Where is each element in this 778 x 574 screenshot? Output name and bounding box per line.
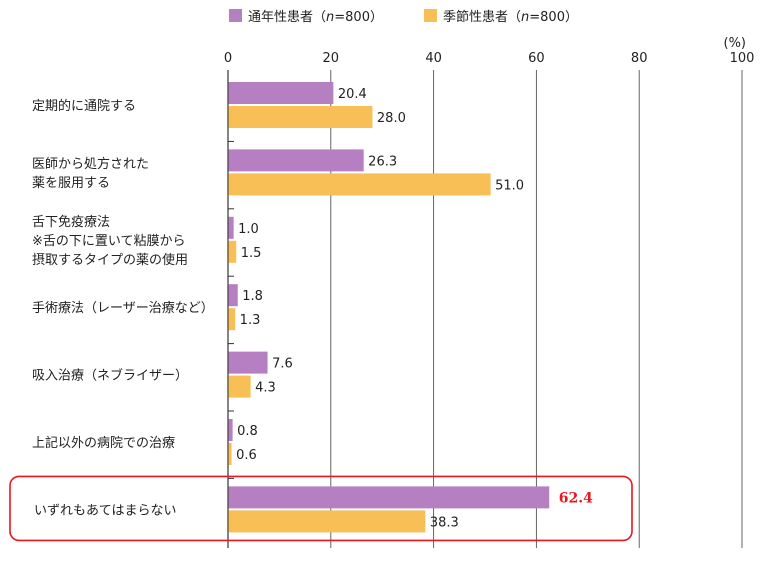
bar-s0-c1 — [228, 149, 364, 172]
value-label-s0-c3: 1.8 — [242, 289, 263, 304]
bar-s1-c0 — [228, 106, 373, 128]
x-axis-ticks: 0 20 40 60 80 100(%) — [224, 36, 755, 66]
tick-label-80: 80 — [631, 51, 648, 66]
tick-label-40: 40 — [425, 51, 442, 66]
value-labels: 20.4 28.0 26.3 51.0 1.0 1.5 1.8 1.3 7.6 4.3 0.8 0.6… — [236, 87, 593, 530]
category-label-1: 医師から処方された薬を服用する — [32, 156, 149, 191]
tick-label-100: 100 — [730, 51, 755, 66]
legend-swatch-0 — [229, 9, 242, 22]
value-label-s1-c5: 0.6 — [236, 448, 257, 463]
category-label-2: 舌下免疫療法※舌の下に置いて粘膜から摂取するタイプの薬の使用 — [32, 214, 188, 268]
bar-s1-c2 — [228, 240, 237, 263]
bars — [228, 82, 550, 533]
bar-s0-c4 — [228, 351, 268, 374]
bar-s1-c3 — [228, 308, 236, 331]
legend-label-0: 通年性患者（n=800） — [248, 10, 383, 25]
highlight-frame-rect — [9, 475, 633, 542]
tick-label-20: 20 — [323, 51, 340, 66]
value-label-s0-c0: 20.4 — [338, 87, 367, 102]
bar-s1-c1 — [228, 173, 491, 196]
value-label-s1-c4: 4.3 — [255, 381, 276, 396]
bar-s1-c6 — [228, 510, 426, 533]
bar-s1-c5 — [228, 443, 232, 465]
value-label-s0-c5: 0.8 — [237, 424, 258, 439]
category-label-4: 吸入治療（ネブライザー） — [32, 368, 188, 384]
bar-s0-c0 — [228, 82, 334, 104]
highlight-frame — [9, 475, 633, 542]
legend: 通年性患者（n=800） 季節性患者（n=800） — [229, 9, 578, 25]
value-label-s1-c6: 38.3 — [430, 515, 459, 530]
value-label-s0-c1: 26.3 — [368, 154, 397, 169]
category-label-3: 手術療法（レーザー治療など） — [32, 301, 214, 316]
category-label-6: いずれもあてはまらない — [34, 503, 176, 518]
value-label-s0-c4: 7.6 — [272, 357, 293, 372]
bar-s0-c2 — [228, 216, 234, 239]
legend-swatch-1 — [424, 9, 437, 22]
bar-s0-c3 — [228, 284, 238, 307]
tick-label-60: 60 — [528, 51, 545, 66]
bar-s0-c5 — [228, 419, 233, 441]
legend-label-1: 季節性患者（n=800） — [443, 10, 578, 25]
value-label-s0-c6: 62.4 — [559, 490, 593, 506]
value-label-s1-c1: 51.0 — [495, 178, 524, 193]
bar-s0-c6 — [228, 486, 550, 509]
value-label-s0-c2: 1.0 — [238, 222, 259, 237]
value-label-s1-c0: 28.0 — [377, 111, 406, 126]
category-labels: 定期的に通院する医師から処方された薬を服用する舌下免疫療法※舌の下に置いて粘膜か… — [32, 98, 214, 518]
tick-label-0: 0 — [224, 51, 232, 66]
unit-label: (%) — [724, 36, 747, 51]
category-label-0: 定期的に通院する — [32, 98, 136, 114]
value-label-s1-c2: 1.5 — [241, 246, 262, 261]
bar-s1-c4 — [228, 375, 251, 398]
category-label-5: 上記以外の病院での治療 — [32, 435, 175, 451]
value-label-s1-c3: 1.3 — [240, 313, 261, 328]
